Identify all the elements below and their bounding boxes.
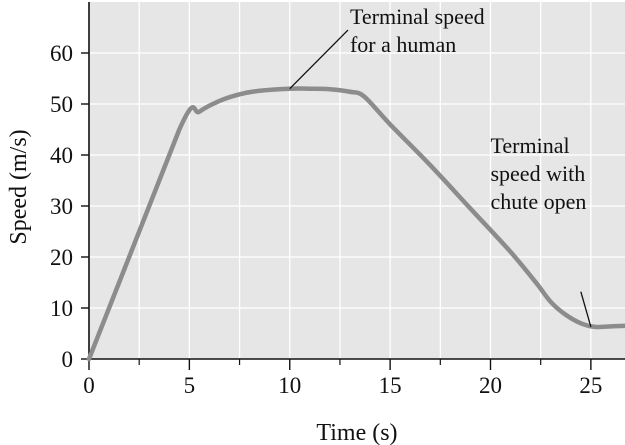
grid-lines: [89, 2, 625, 359]
annotation-leader-line: [289, 29, 349, 90]
y-tick-label: 10: [50, 296, 73, 321]
x-tick-label: 20: [479, 373, 502, 398]
x-tick-label: 15: [379, 373, 402, 398]
y-tick-label: 20: [50, 245, 73, 270]
speed-curve: [86, 86, 625, 362]
annotation-text-line: Terminal: [490, 133, 569, 158]
annotation-text-line: chute open: [490, 189, 586, 214]
annotations: Terminal speed for a human Terminal speed w…: [289, 4, 592, 328]
x-tick-label: 5: [184, 373, 196, 398]
annotation-leader-line: [580, 291, 592, 328]
x-tick-label: 0: [83, 373, 95, 398]
tick-labels: 0 5 10 15 20 25 0 10 20 30 40 50 60: [50, 41, 602, 398]
annotation-text-line: for a human: [350, 32, 456, 57]
y-tick-label: 0: [62, 347, 74, 372]
y-tick-label: 60: [50, 41, 73, 66]
axis-ticks: [81, 52, 592, 370]
y-axis-title: Speed (m/s): [6, 129, 32, 244]
x-axis-title: Time (s): [316, 420, 397, 445]
annotation-text-line: speed with: [490, 161, 585, 186]
x-tick-label: 10: [278, 373, 301, 398]
y-tick-label: 30: [50, 194, 73, 219]
y-tick-label: 40: [50, 143, 73, 168]
plot-background: [89, 2, 625, 359]
annotation-text-line: Terminal speed: [350, 4, 485, 29]
x-tick-label: 25: [579, 373, 602, 398]
y-tick-label: 50: [50, 92, 73, 117]
